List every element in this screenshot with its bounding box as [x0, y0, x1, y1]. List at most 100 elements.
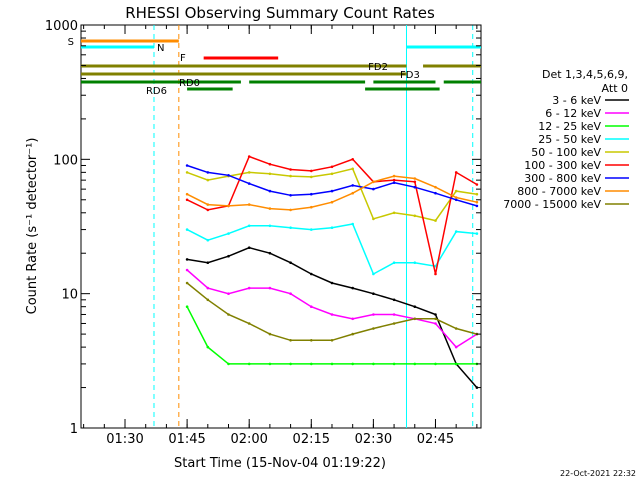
data-point	[434, 313, 437, 316]
data-point	[330, 226, 334, 229]
data-point	[310, 169, 313, 173]
data-point	[413, 317, 417, 321]
data-point	[392, 298, 396, 302]
data-point	[227, 313, 230, 316]
data-point	[185, 228, 189, 231]
data-point	[351, 362, 355, 366]
y-tick-label: 1	[70, 422, 78, 437]
data-point	[372, 313, 375, 316]
data-point	[454, 196, 458, 199]
data-point	[475, 200, 479, 204]
data-point	[310, 228, 313, 231]
data-point	[434, 264, 437, 268]
data-point	[185, 164, 189, 167]
data-point	[372, 292, 375, 296]
y-tick-label: 100	[53, 153, 78, 168]
y-tick-label: 1000	[45, 19, 78, 34]
data-point	[206, 261, 210, 265]
data-point	[247, 246, 251, 249]
legend-label: 7000 - 15000 keV	[503, 198, 601, 211]
chart-title: RHESSI Observing Summary Count Rates	[125, 4, 435, 22]
data-point	[392, 211, 396, 215]
data-point	[247, 362, 251, 366]
data-point	[227, 292, 230, 296]
data-point	[413, 261, 417, 265]
legend-label: 50 - 100 keV	[531, 146, 601, 159]
data-point	[268, 162, 272, 166]
data-point	[247, 224, 251, 228]
data-point	[413, 177, 417, 180]
data-point	[310, 272, 313, 276]
data-point	[289, 194, 292, 197]
x-tick-label: 02:45	[417, 432, 454, 447]
data-point	[185, 268, 189, 272]
legend-title: Det 1,3,4,5,6,9,	[542, 68, 628, 81]
data-point	[330, 281, 334, 285]
data-point	[454, 345, 458, 349]
data-point	[330, 165, 334, 169]
data-point	[268, 362, 272, 366]
data-point	[289, 261, 292, 265]
footer-timestamp: 22-Oct-2021 22:32	[560, 469, 636, 478]
data-point	[268, 251, 272, 255]
data-point	[310, 362, 313, 366]
data-point	[206, 238, 210, 242]
data-point	[185, 192, 189, 196]
plot-frame	[80, 24, 482, 429]
data-point	[206, 178, 210, 182]
data-point	[413, 180, 417, 184]
data-point	[392, 178, 396, 182]
data-point	[434, 317, 437, 321]
data-point	[392, 313, 396, 316]
flag-label-fd2: FD2	[368, 62, 388, 73]
data-point	[330, 339, 334, 342]
data-point	[247, 286, 251, 290]
flag-label-rd0: RD0	[179, 78, 200, 89]
data-point	[434, 272, 437, 276]
data-point	[185, 198, 189, 202]
data-point	[310, 175, 313, 179]
data-point	[206, 171, 210, 174]
data-point	[351, 191, 355, 195]
data-point	[268, 207, 272, 210]
data-point	[206, 298, 210, 302]
data-point	[289, 208, 292, 212]
data-point	[268, 172, 272, 176]
data-point	[247, 203, 251, 206]
legend-label: 6 - 12 keV	[545, 107, 601, 120]
data-point	[475, 204, 479, 208]
data-point	[289, 362, 292, 366]
data-point	[206, 203, 210, 206]
legend-label: 800 - 7000 keV	[517, 185, 601, 198]
flag-label-f: F	[180, 53, 186, 64]
data-point	[289, 292, 292, 296]
data-point	[392, 181, 396, 184]
data-point	[434, 322, 437, 325]
data-point	[310, 305, 313, 309]
data-point	[227, 232, 230, 235]
data-point	[434, 185, 437, 189]
flag-label-fd3: FD3	[400, 70, 420, 81]
data-point	[372, 180, 375, 184]
data-point	[413, 185, 417, 189]
data-point	[247, 322, 251, 325]
data-point	[206, 286, 210, 290]
data-point	[413, 214, 417, 218]
data-point	[268, 332, 272, 336]
data-point	[247, 155, 251, 158]
x-tick-label: 02:00	[230, 432, 267, 447]
data-point	[454, 230, 458, 233]
data-point	[454, 327, 458, 330]
data-point	[434, 362, 437, 366]
data-point	[227, 362, 230, 366]
data-point	[413, 362, 417, 366]
data-point	[454, 189, 458, 193]
data-point	[289, 339, 292, 342]
data-point	[289, 174, 292, 178]
data-point	[392, 174, 396, 178]
data-point	[330, 200, 334, 204]
flag-label-rd6: RD6	[146, 86, 167, 97]
data-point	[475, 192, 479, 196]
